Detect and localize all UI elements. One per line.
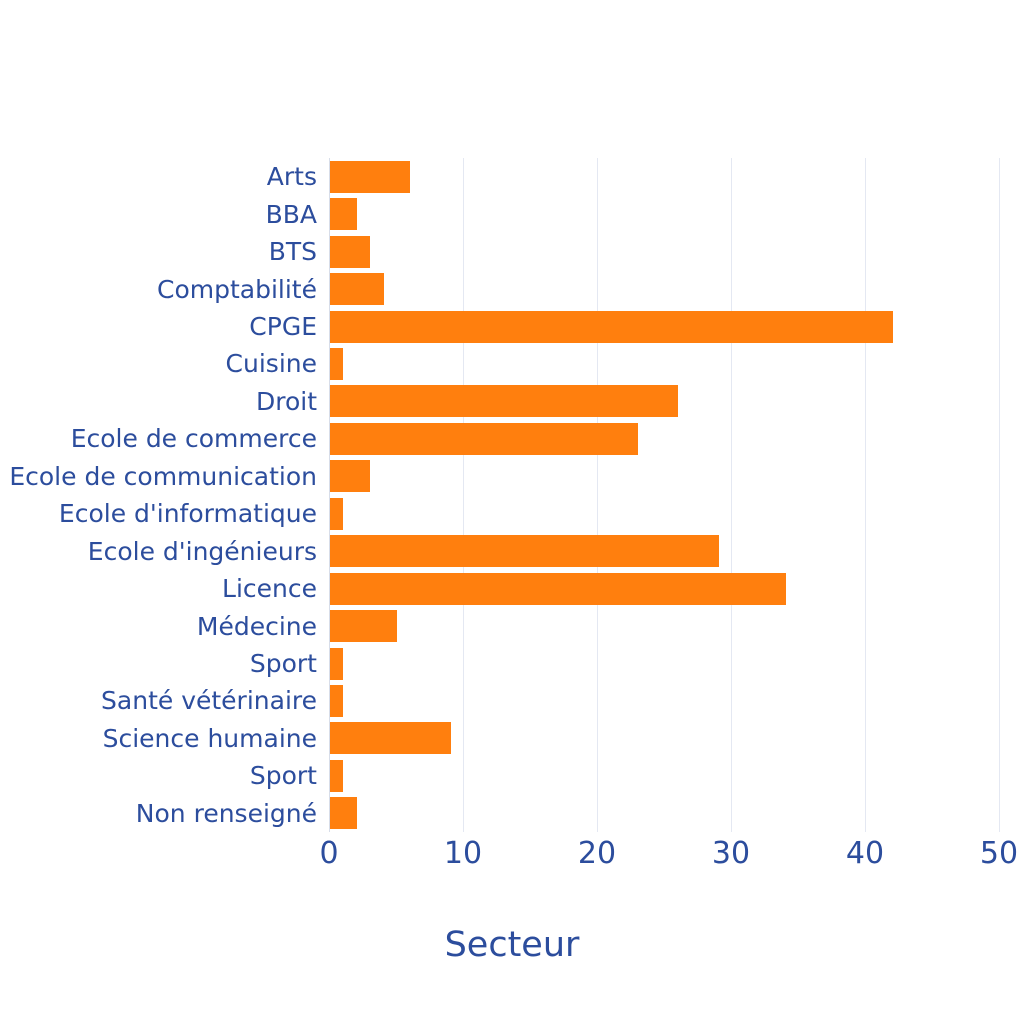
bar-science-humaine[interactable] [330, 722, 451, 755]
gridline [999, 158, 1000, 832]
bar-bts[interactable] [330, 235, 371, 268]
bar-comptabilit[interactable] [330, 273, 384, 306]
bar-cpge[interactable] [330, 310, 893, 343]
gridline [597, 158, 598, 832]
x-axis-tick-label: 30 [711, 836, 751, 871]
bar-ecole-de-commerce[interactable] [330, 422, 639, 455]
gridline [731, 158, 732, 832]
y-axis-label: Ecole d'informatique [58, 499, 317, 529]
y-axis-label: Sport [249, 761, 317, 791]
y-axis-label: Arts [266, 162, 317, 192]
x-axis-tick-label: 40 [845, 836, 885, 871]
y-axis-label: Science humaine [102, 723, 317, 753]
y-axis-label: Médecine [196, 611, 317, 641]
bar-m-decine[interactable] [330, 610, 397, 643]
bar-sant-v-t-rinaire[interactable] [330, 684, 344, 717]
x-axis-tick-label: 0 [319, 836, 339, 871]
y-axis-label: CPGE [249, 311, 317, 341]
y-axis-label: Comptabilité [157, 274, 317, 304]
x-axis-tick-label: 10 [443, 836, 483, 871]
zero-line [329, 158, 330, 832]
bar-arts[interactable] [330, 160, 411, 193]
y-axis-label: Santé vétérinaire [101, 686, 317, 716]
bar-licence[interactable] [330, 572, 786, 605]
bar-non-renseign[interactable] [330, 797, 357, 830]
bar-sport[interactable] [330, 759, 344, 792]
bar-cuisine[interactable] [330, 347, 344, 380]
y-axis-label: Ecole de commerce [70, 424, 317, 454]
y-axis-label: Sport [249, 648, 317, 678]
y-axis-label: Droit [255, 386, 317, 416]
x-axis-tick-label: 20 [577, 836, 617, 871]
gridline [463, 158, 464, 832]
x-axis-tick-label: 50 [979, 836, 1019, 871]
bar-bba[interactable] [330, 198, 357, 231]
bar-ecole-d-ing-nieurs[interactable] [330, 535, 719, 568]
y-axis-labels: Arts BBA BTS Comptabilité CPGE Cuisine Droit Ec… [0, 158, 317, 832]
bar-sport[interactable] [330, 647, 344, 680]
y-axis-label: BTS [268, 237, 317, 267]
y-axis-label: Ecole d'ingénieurs [87, 536, 317, 566]
x-axis-title: Secteur [444, 925, 580, 965]
bar-ecole-d-informatique[interactable] [330, 497, 344, 530]
y-axis-label: Cuisine [225, 349, 317, 379]
y-axis-label: Non renseigné [135, 798, 317, 828]
y-axis-label: Ecole de communication [9, 461, 317, 491]
bar-ecole-de-communication[interactable] [330, 460, 371, 493]
plot-area [329, 158, 1007, 832]
y-axis-label: BBA [265, 199, 317, 229]
y-axis-label: Licence [222, 574, 317, 604]
bar-droit[interactable] [330, 385, 679, 418]
gridline [865, 158, 866, 832]
